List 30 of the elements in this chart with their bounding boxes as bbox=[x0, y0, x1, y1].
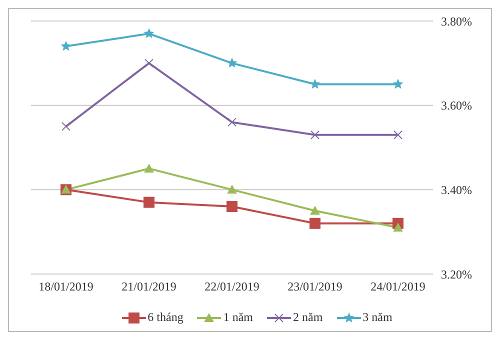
legend-label: 6 tháng bbox=[148, 310, 184, 325]
point bbox=[393, 222, 403, 232]
point bbox=[144, 58, 154, 68]
x-tick-label: 21/01/2019 bbox=[122, 280, 176, 294]
y-tick-label: 3.60% bbox=[441, 98, 472, 113]
point bbox=[310, 218, 320, 229]
point bbox=[144, 28, 154, 38]
point bbox=[144, 196, 154, 208]
point bbox=[310, 78, 320, 89]
legend-label: 1 năm bbox=[223, 310, 253, 325]
point bbox=[226, 201, 238, 212]
point bbox=[60, 40, 72, 51]
x-tick-label: 18/01/2019 bbox=[38, 280, 94, 294]
x-tick-label: 23/01/2019 bbox=[288, 280, 342, 294]
y-tick-label: 3.40% bbox=[441, 182, 472, 197]
point bbox=[392, 78, 404, 89]
point bbox=[394, 130, 402, 140]
point bbox=[62, 122, 70, 131]
x-tick-label: 22/01/2019 bbox=[204, 280, 260, 294]
point bbox=[310, 130, 320, 140]
point bbox=[144, 164, 154, 173]
y-tick-label: 3.20% bbox=[441, 267, 472, 282]
point bbox=[228, 118, 236, 127]
point bbox=[310, 206, 320, 215]
legend-label: 3 năm bbox=[362, 310, 392, 325]
point bbox=[227, 184, 237, 194]
y-tick-label: 3.80% bbox=[441, 14, 472, 28]
point bbox=[226, 58, 238, 68]
x-tick-label: 24/01/2019 bbox=[370, 280, 426, 294]
legend-label: 2 năm bbox=[293, 310, 323, 325]
